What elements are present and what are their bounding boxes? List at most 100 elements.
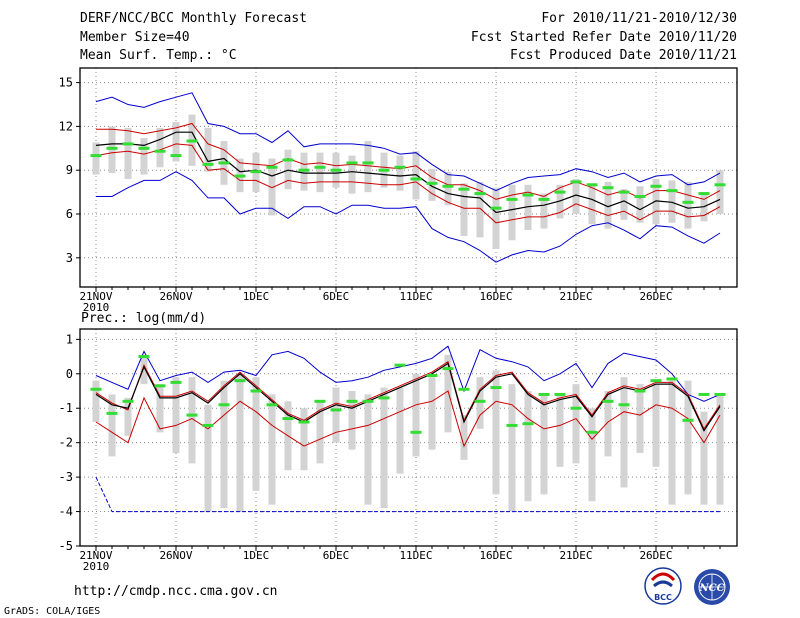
plot-frame	[79, 328, 738, 547]
marker-point	[474, 192, 486, 196]
marker-point	[250, 170, 262, 174]
marker-point	[602, 399, 614, 403]
ensemble-box	[348, 391, 356, 450]
marker-point	[298, 420, 310, 424]
marker-point	[714, 392, 726, 396]
marker-point	[682, 418, 694, 422]
y-tick-label: 1	[66, 332, 73, 346]
marker-point	[650, 184, 662, 188]
x-tick-label: 21NOV	[79, 549, 112, 562]
ensemble-box	[588, 183, 596, 225]
marker-point	[330, 168, 342, 172]
plot-frame	[79, 67, 738, 288]
x-tick-label: 21DEC	[559, 549, 592, 562]
series-min-line	[96, 171, 721, 263]
marker-point	[346, 161, 358, 165]
marker-point	[410, 430, 422, 434]
marker-point	[586, 183, 598, 187]
ensemble-box	[156, 384, 164, 433]
marker-point	[570, 406, 582, 410]
ensemble-box	[252, 377, 260, 491]
x-tick-label: 16DEC	[479, 290, 512, 303]
marker-point	[282, 417, 294, 421]
ensemble-box	[524, 391, 532, 502]
series-max-line	[95, 345, 721, 402]
x-tick-label: 1DEC	[243, 290, 270, 303]
marker-point	[394, 165, 406, 169]
ensemble-box	[604, 181, 612, 229]
ensemble-box	[492, 187, 500, 250]
chart-title: DERF/NCC/BCC Monthly Forecast	[80, 11, 307, 26]
ensemble-box	[220, 380, 228, 509]
ensemble-box	[300, 408, 308, 471]
x-tick-label: 21DEC	[559, 290, 592, 303]
x-tick-label: 26DEC	[639, 290, 672, 303]
ensemble-box	[668, 380, 676, 505]
ensemble-box	[540, 193, 548, 229]
marker-point	[554, 190, 566, 194]
marker-point	[362, 399, 374, 403]
series-upper-spread-line	[95, 360, 721, 430]
grads-credit: GrADS: COLA/IGES	[4, 606, 101, 617]
marker-point	[618, 403, 630, 407]
ensemble-box	[412, 373, 420, 457]
y-tick-label: -5	[59, 539, 73, 553]
marker-point	[138, 146, 150, 150]
y-tick-label: 9	[66, 163, 73, 177]
marker-point	[90, 387, 102, 391]
ensemble-box	[476, 377, 484, 429]
marker-point	[346, 399, 358, 403]
source-url[interactable]: http://cmdp.ncc.cma.gov.cn	[74, 584, 278, 599]
ensemble-box	[124, 397, 132, 436]
marker-point	[154, 149, 166, 153]
marker-point	[170, 380, 182, 384]
marker-point	[314, 399, 326, 403]
marker-point	[410, 177, 422, 181]
marker-point	[234, 379, 246, 383]
y-tick-label: -4	[59, 505, 73, 519]
bcc-logo: BCC	[644, 567, 682, 605]
series-lower-spread-line	[95, 143, 721, 224]
marker-point	[218, 161, 230, 165]
marker-point	[506, 423, 518, 427]
y-tick-label: -3	[59, 470, 73, 484]
series-mean-line	[95, 362, 721, 432]
marker-point	[106, 146, 118, 150]
series-lower-spread-line	[95, 390, 721, 448]
series-upper-spread-line	[96, 122, 721, 200]
marker-point	[314, 165, 326, 169]
marker-point	[122, 399, 134, 403]
ensemble-box	[396, 387, 404, 474]
ensemble-box	[364, 394, 372, 505]
marker-point	[442, 184, 454, 188]
marker-point	[266, 403, 278, 407]
marker-point	[266, 165, 278, 169]
temperature-panel: 3 6 9 12 15 21NOV 26NOV 1DEC 6DEC 11DEC 16DEC 21DEC…	[59, 67, 738, 314]
marker-point	[362, 161, 374, 165]
marker-point	[154, 384, 166, 388]
y-tick-label: 15	[59, 76, 73, 90]
marker-point	[570, 180, 582, 184]
ensemble-box	[140, 354, 148, 385]
marker-point	[234, 174, 246, 178]
marker-point	[714, 183, 726, 187]
x-tick-label: 6DEC	[323, 290, 350, 303]
x-tick-label: 26NOV	[159, 290, 192, 303]
marker-point	[378, 168, 390, 172]
marker-point	[522, 422, 534, 426]
grid	[80, 68, 737, 287]
ensemble-box	[492, 370, 500, 495]
marker-point	[650, 379, 662, 383]
ensemble-box	[428, 377, 436, 450]
ensemble-box	[556, 394, 564, 467]
forecast-produced: Fcst Produced Date 2010/11/21	[510, 48, 737, 63]
marker-point	[186, 413, 198, 417]
x-tick-label: 11DEC	[399, 290, 432, 303]
marker-point	[586, 430, 598, 434]
marker-point	[298, 168, 310, 172]
ensemble-box	[92, 380, 100, 422]
forecast-started: Fcst Started Refer Date 2010/11/20	[470, 30, 737, 45]
ensemble-box	[572, 178, 580, 214]
marker-point	[634, 194, 646, 198]
